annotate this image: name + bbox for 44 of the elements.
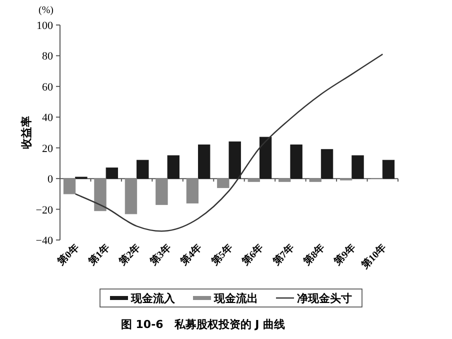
legend-label: 净现金头寸: [297, 292, 352, 305]
y-tick-label: 80: [42, 50, 54, 63]
bar: [217, 178, 230, 188]
y-tick-label: 100: [36, 20, 54, 32]
bar: [136, 160, 149, 179]
x-tick-label: 第3年: [146, 242, 174, 269]
bar: [320, 149, 334, 179]
text: 图 10-6 私募股权投资的 J 曲线: [120, 318, 286, 331]
x-tick-label: 第2年: [116, 242, 143, 269]
y-tick-label: 40: [42, 112, 54, 124]
y-axis-title: 收益率: [20, 116, 33, 149]
bar: [248, 178, 260, 182]
x-tick-label: 第1年: [85, 242, 112, 269]
bar: [156, 178, 168, 205]
bar: [124, 178, 138, 214]
bar: [278, 178, 291, 182]
x-tick-label: 第9年: [331, 242, 358, 269]
x-tick-label: 第4年: [178, 242, 204, 269]
x-tick-label: 第7年: [270, 242, 297, 269]
text: (%): [38, 5, 54, 16]
y-tick-label: −40: [36, 235, 54, 247]
bar: [198, 144, 210, 179]
x-tick-label: 第5年: [208, 242, 236, 269]
x-tick-label: 第10年: [358, 242, 389, 272]
bar: [106, 168, 118, 179]
bar: [63, 178, 76, 194]
y-tick-label: −20: [36, 204, 54, 216]
bar: [259, 136, 272, 179]
bar: [186, 178, 199, 204]
legend-label: 现金流入: [130, 292, 176, 305]
bar: [382, 160, 395, 179]
bar: [290, 144, 302, 179]
y-tick-label: 60: [42, 81, 54, 94]
y-tick-label: 20: [42, 142, 54, 155]
bar: [94, 178, 106, 212]
x-tick-label: 第8年: [300, 242, 328, 269]
y-tick-label: 0: [48, 174, 54, 186]
bar: [167, 155, 180, 179]
bar: [309, 178, 322, 182]
bar: [352, 155, 364, 179]
bar: [228, 141, 241, 179]
legend-label: 现金流出: [213, 292, 258, 305]
x-tick-label: 第0年: [54, 242, 82, 269]
x-tick-label: 第6年: [238, 242, 266, 269]
